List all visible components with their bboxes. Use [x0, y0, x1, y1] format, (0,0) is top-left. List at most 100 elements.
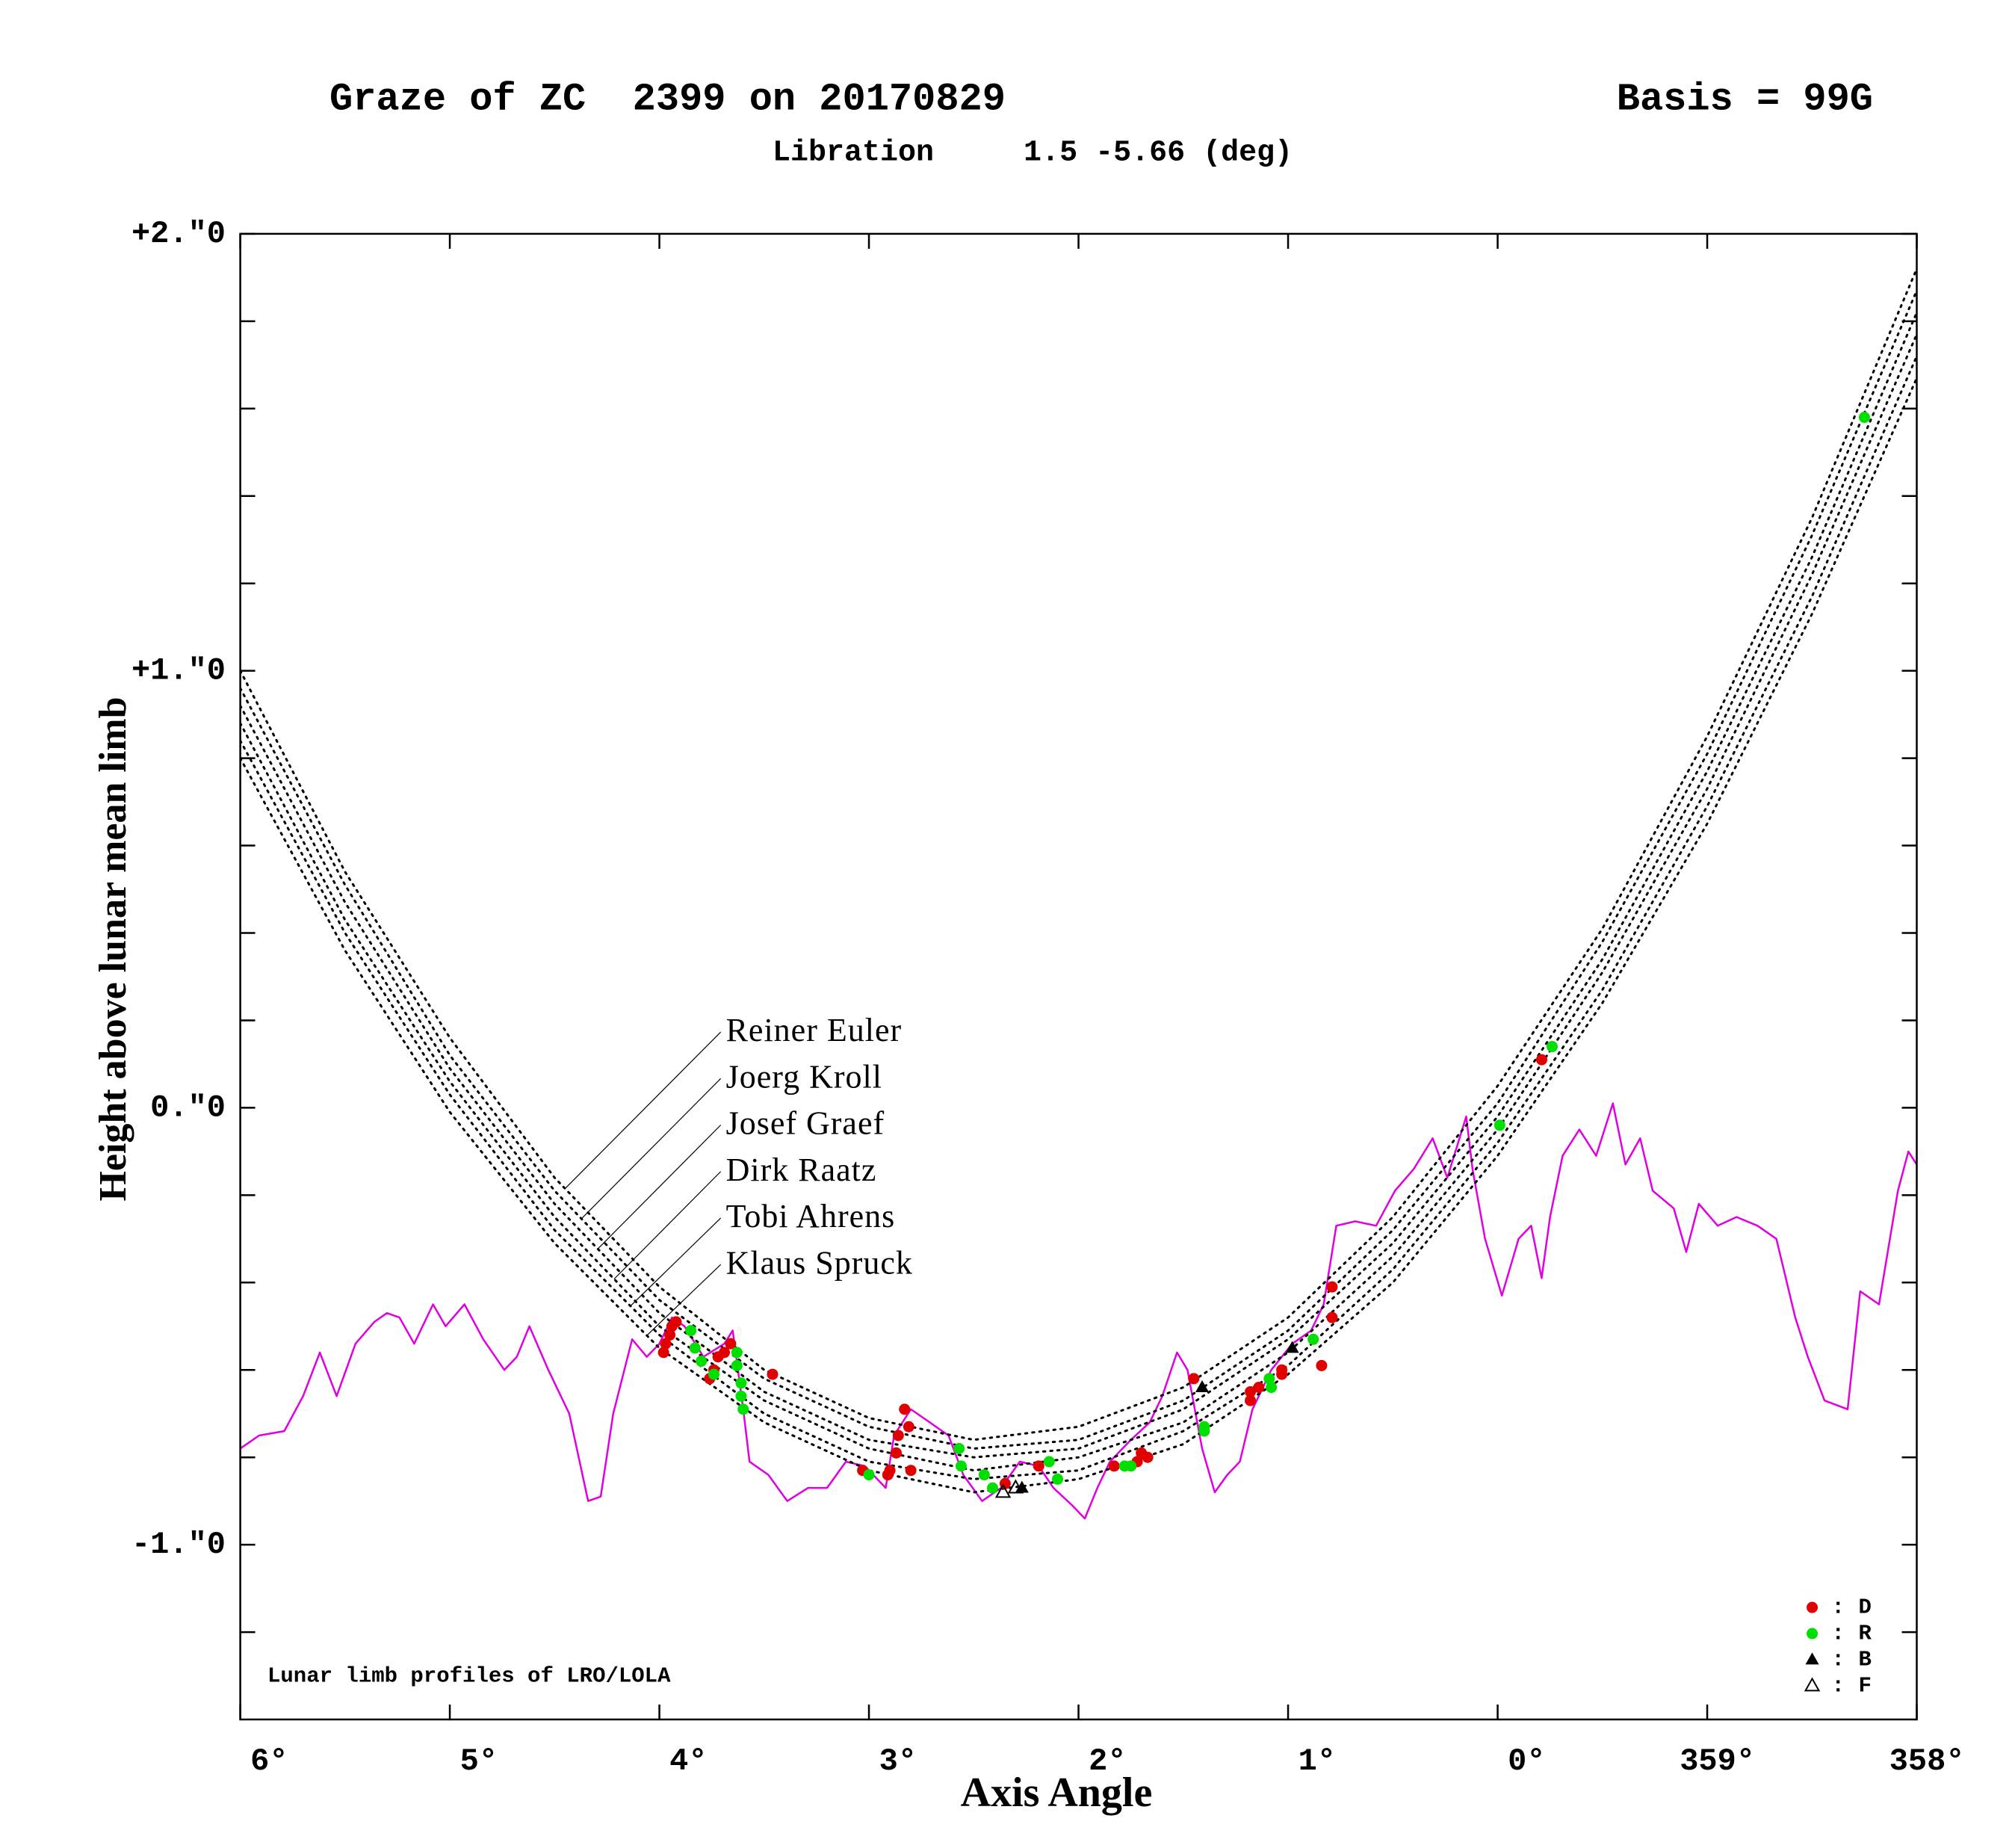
event-point — [892, 1430, 904, 1441]
event-point — [660, 1338, 672, 1350]
x-tick-label: 0° — [1508, 1743, 1545, 1779]
x-tick-label: 359° — [1680, 1743, 1755, 1779]
chord-line — [240, 333, 1917, 1472]
event-point — [1007, 1479, 1024, 1494]
event-point — [1188, 1373, 1200, 1385]
y-tick-label: +2.″0 — [131, 216, 226, 252]
event-point — [978, 1469, 990, 1481]
event-point — [1285, 1341, 1299, 1353]
event-point — [719, 1347, 731, 1359]
observer-label: Klaus Spruck — [726, 1244, 913, 1281]
legend-separator: : — [1832, 1622, 1845, 1646]
legend-separator: : — [1832, 1595, 1845, 1620]
x-tick-label: 5° — [460, 1743, 498, 1779]
chord-line — [240, 355, 1917, 1480]
x-tick-label: 3° — [879, 1743, 917, 1779]
legend-label: D — [1859, 1595, 1872, 1620]
chord-line — [240, 311, 1917, 1459]
legend-label: B — [1859, 1648, 1872, 1672]
event-point — [1535, 1054, 1547, 1066]
event-point — [708, 1368, 719, 1380]
observer-leader — [646, 1264, 722, 1336]
event-point — [685, 1325, 697, 1337]
event-point — [903, 1421, 914, 1433]
observer-label: Josef Graef — [726, 1105, 885, 1142]
legend-marker — [1807, 1628, 1819, 1640]
event-point — [1033, 1460, 1044, 1472]
x-tick-label: 6° — [250, 1743, 288, 1779]
x-tick-label: 1° — [1299, 1743, 1336, 1779]
basis: Basis = 99G — [1617, 78, 1873, 122]
event-point — [1307, 1333, 1319, 1345]
legend-marker — [1804, 1677, 1821, 1692]
event-point — [1253, 1382, 1265, 1394]
observer-label: Reiner Euler — [726, 1012, 903, 1048]
observer-leader — [613, 1171, 722, 1280]
event-point — [657, 1347, 669, 1359]
observer-leader — [564, 1031, 722, 1189]
event-point — [987, 1482, 999, 1494]
x-tick-label: 4° — [669, 1743, 707, 1779]
event-point — [735, 1377, 747, 1389]
legend-separator: : — [1832, 1674, 1845, 1699]
event-point — [1276, 1368, 1288, 1380]
event-point — [1326, 1281, 1338, 1293]
plot-frame — [239, 232, 1918, 1721]
event-point — [1316, 1359, 1328, 1371]
event-point — [1494, 1119, 1505, 1131]
event-point — [863, 1469, 875, 1481]
event-point — [1245, 1394, 1257, 1406]
event-point — [1326, 1311, 1338, 1323]
event-point — [725, 1338, 737, 1350]
legend-label: F — [1859, 1674, 1872, 1699]
event-point — [884, 1465, 896, 1477]
x-axis-label: Axis Angle — [961, 1770, 1153, 1816]
legend-marker — [1805, 1652, 1819, 1665]
event-point — [670, 1316, 682, 1328]
chord-line — [240, 377, 1917, 1494]
observer-leader — [630, 1217, 722, 1307]
legend-marker — [1807, 1601, 1819, 1613]
event-point — [696, 1356, 708, 1368]
event-point — [1198, 1425, 1210, 1437]
y-axis-label: Height above lunar mean limb — [92, 696, 134, 1201]
event-point — [735, 1390, 747, 1402]
chord-line — [240, 289, 1917, 1450]
observer-label: Joerg Kroll — [726, 1058, 882, 1095]
chart-title: Graze of ZC 2399 on 20170829 — [329, 78, 1006, 122]
event-point — [1858, 412, 1870, 424]
observer-leader — [597, 1125, 722, 1249]
legend-label: R — [1859, 1622, 1872, 1646]
annotation: Lunar limb profiles of LRO/LOLA — [267, 1664, 671, 1689]
plot-area — [240, 268, 1917, 1520]
event-point — [953, 1442, 965, 1454]
event-point — [1142, 1451, 1154, 1463]
x-tick-label: 358° — [1889, 1743, 1965, 1779]
subtitle: Libration 1.5 -5.66 (deg) — [773, 137, 1293, 170]
event-point — [767, 1368, 779, 1380]
chord-line — [240, 268, 1917, 1441]
event-point — [1108, 1460, 1120, 1472]
event-point — [737, 1403, 749, 1415]
y-tick-label: +1.″0 — [131, 653, 226, 689]
event-point — [664, 1329, 676, 1341]
event-point — [1051, 1473, 1063, 1485]
event-point — [1195, 1380, 1210, 1393]
event-point — [955, 1460, 967, 1472]
legend-separator: : — [1832, 1648, 1845, 1672]
event-point — [891, 1447, 903, 1459]
event-point — [689, 1342, 701, 1354]
event-point — [1266, 1382, 1278, 1394]
event-point — [731, 1359, 743, 1371]
event-point — [1546, 1041, 1558, 1053]
observer-label: Tobi Ahrens — [726, 1198, 896, 1234]
y-tick-label: -1.″0 — [131, 1527, 226, 1563]
event-point — [1043, 1456, 1055, 1468]
event-point — [1263, 1373, 1275, 1385]
observer-leader — [581, 1078, 722, 1220]
event-point — [1015, 1480, 1029, 1493]
observer-label: Dirk Raatz — [726, 1152, 877, 1188]
event-point — [731, 1347, 743, 1359]
event-point — [994, 1483, 1012, 1498]
